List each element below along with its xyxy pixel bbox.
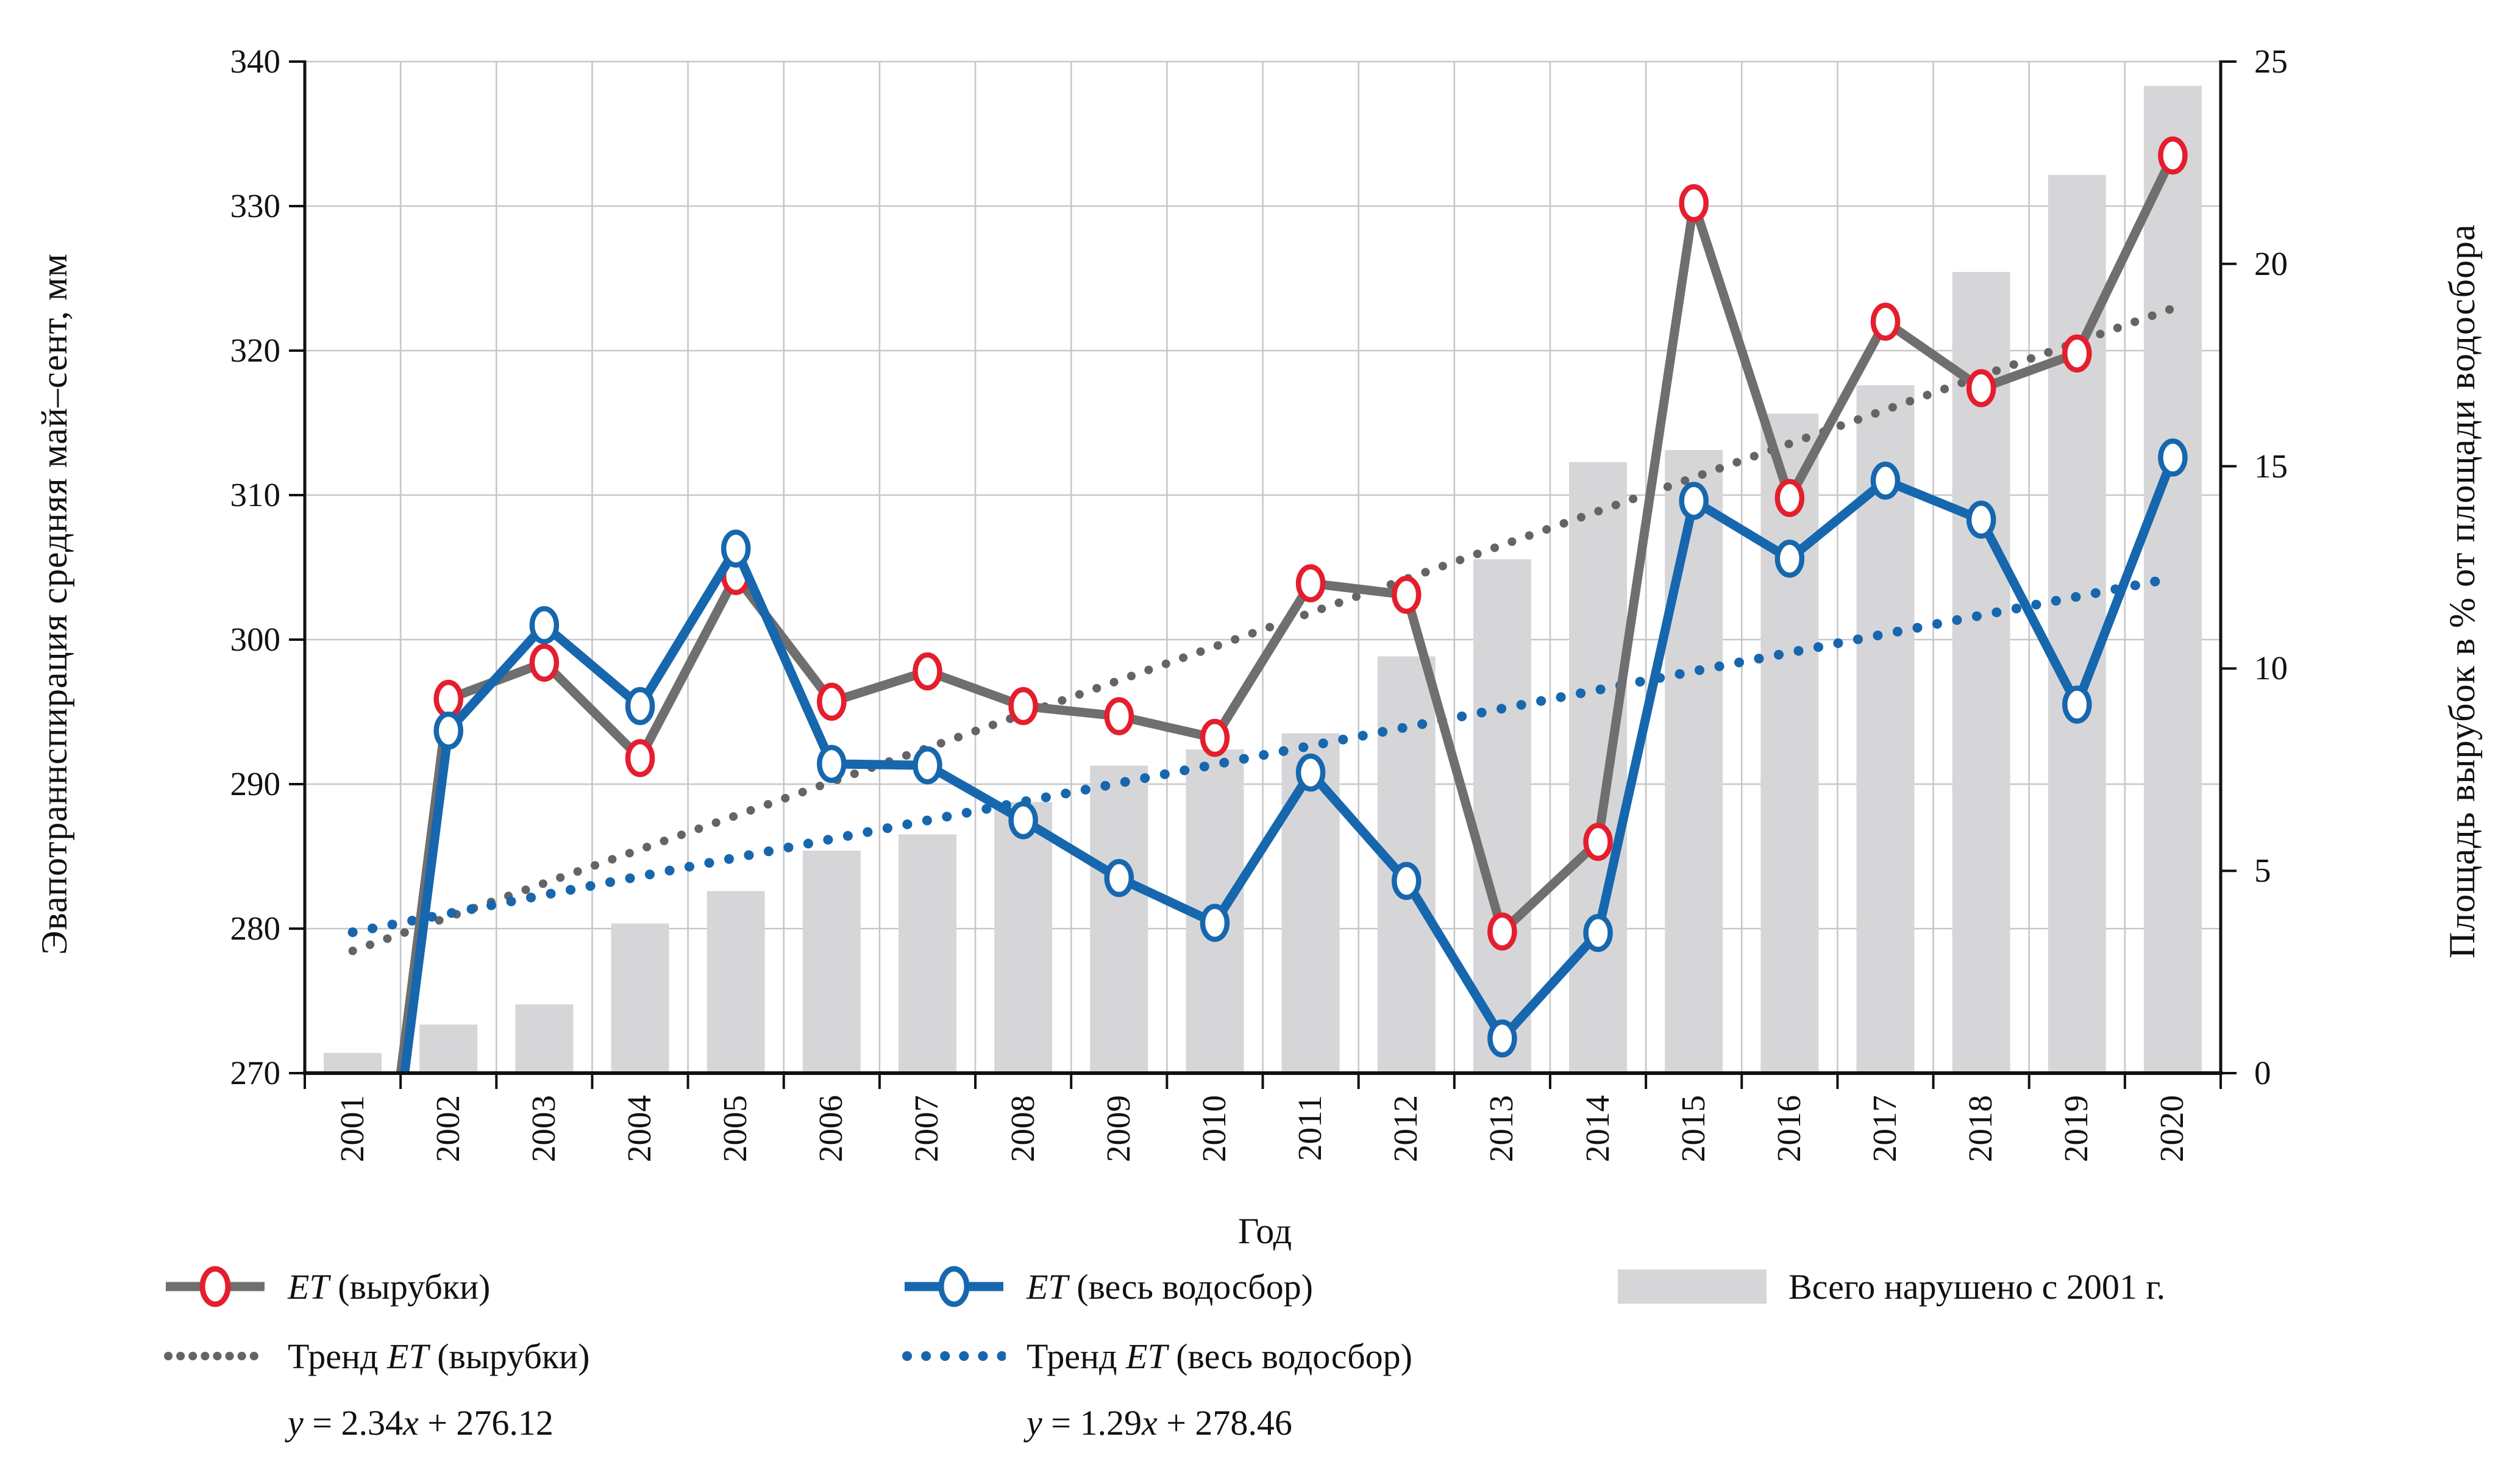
et-cuttings-line-marker-icon (166, 1266, 265, 1307)
year-tick-2007: 2007 (908, 1095, 945, 1162)
left-tick-320: 320 (230, 332, 281, 369)
year-tick-2012: 2012 (1387, 1095, 1425, 1162)
grid-lines (305, 60, 2221, 1073)
year-tick-2005: 2005 (716, 1095, 754, 1162)
year-tick-2003: 2003 (524, 1095, 562, 1162)
disturbed-bar-swatch-icon (1618, 1269, 1767, 1304)
legend-item-trend-et-cuttings: Тренд ET (вырубки) (163, 1333, 589, 1379)
year-tick-2017: 2017 (1865, 1095, 1903, 1162)
trend-equation-cuttings: y = 2.34x + 276.12 (288, 1403, 553, 1443)
trend-catchment-dotted-icon (902, 1351, 1006, 1361)
legend-label-trend-cuttings: Тренд ET (вырубки) (288, 1336, 590, 1376)
year-tick-2014: 2014 (1578, 1095, 1616, 1162)
right-tick-5: 5 (2254, 852, 2271, 890)
trend-line-catchment (347, 573, 2178, 937)
legend-item-trend-et-catchment: Тренд ET (весь водосбор) (902, 1333, 1412, 1379)
year-tick-2020: 2020 (2153, 1095, 2191, 1162)
series-markers-catchment (433, 438, 2188, 1058)
legend-label-disturbed-bars: Всего нарушено с 2001 г. (1789, 1266, 2166, 1307)
legend-label-et-cuttings: ET (вырубки) (288, 1266, 491, 1307)
left-tick-300: 300 (230, 621, 281, 658)
year-tick-2019: 2019 (2057, 1095, 2095, 1162)
series-markers-cuttings (433, 136, 2188, 951)
trend-equation-catchment: y = 1.29x + 278.46 (1027, 1403, 1292, 1443)
year-tick-2009: 2009 (1099, 1095, 1137, 1162)
series-line-cuttings (396, 153, 2177, 1073)
left-tick-310: 310 (230, 476, 281, 513)
year-tick-2013: 2013 (1482, 1095, 1520, 1162)
year-tick-2016: 2016 (1770, 1095, 1807, 1162)
left-tick-330: 330 (230, 187, 281, 224)
left-tick-280: 280 (230, 910, 281, 947)
right-axis-title: Площадь вырубок в % от площади водосбора (2442, 224, 2482, 959)
x-axis-title: Год (1237, 1211, 1292, 1251)
year-tick-2004: 2004 (621, 1095, 658, 1162)
year-tick-2010: 2010 (1195, 1095, 1233, 1162)
right-tick-20: 20 (2254, 245, 2288, 282)
right-tick-10: 10 (2254, 649, 2288, 687)
year-tick-2008: 2008 (1003, 1095, 1041, 1162)
year-tick-2015: 2015 (1674, 1095, 1712, 1162)
legend-item-disturbed-bars: Всего нарушено с 2001 г. (1617, 1263, 2165, 1310)
year-tick-2011: 2011 (1291, 1095, 1329, 1161)
et-catchment-line-marker-icon (905, 1266, 1003, 1307)
legend-item-et-catchment: ET (весь водосбор) (902, 1263, 1313, 1310)
year-tick-2018: 2018 (1962, 1095, 1999, 1162)
right-tick-0: 0 (2254, 1054, 2271, 1091)
axes (289, 60, 2237, 1089)
plot-series (324, 85, 2202, 1073)
series-line-catchment (400, 455, 2177, 1073)
year-tick-2006: 2006 (812, 1095, 850, 1162)
legend-label-et-catchment: ET (весь водосбор) (1027, 1266, 1313, 1307)
left-tick-270: 270 (230, 1054, 281, 1091)
right-tick-15: 15 (2254, 447, 2288, 485)
right-tick-25: 25 (2254, 43, 2288, 80)
legend-item-et-cuttings: ET (вырубки) (163, 1263, 490, 1310)
trend-cuttings-dotted-icon (164, 1352, 267, 1360)
left-tick-290: 290 (230, 765, 281, 802)
left-tick-340: 340 (230, 43, 281, 80)
legend-label-trend-catchment: Тренд ET (весь водосбор) (1027, 1336, 1412, 1376)
year-tick-2002: 2002 (429, 1095, 466, 1162)
left-axis-title: Эвапотраннспирация средняя май–сент, мм (34, 253, 74, 955)
year-tick-2001: 2001 (333, 1095, 371, 1162)
